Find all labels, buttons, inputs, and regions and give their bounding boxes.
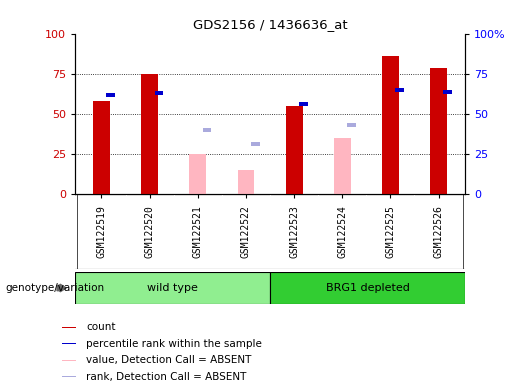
Text: GSM122524: GSM122524 [337, 205, 347, 258]
Bar [251, 142, 260, 146]
Bar [62, 360, 76, 361]
Title: GDS2156 / 1436636_at: GDS2156 / 1436636_at [193, 18, 347, 31]
Bar [190, 154, 206, 194]
Bar [107, 93, 115, 97]
Bar [154, 91, 163, 95]
Text: value, Detection Call = ABSENT: value, Detection Call = ABSENT [86, 355, 251, 365]
Text: rank, Detection Call = ABSENT: rank, Detection Call = ABSENT [86, 372, 246, 382]
Bar [141, 74, 158, 194]
Text: GSM122522: GSM122522 [241, 205, 251, 258]
Bar [75, 272, 270, 304]
Bar [396, 88, 404, 92]
Bar [430, 68, 447, 194]
Text: GSM122519: GSM122519 [96, 205, 107, 258]
Bar [203, 128, 211, 132]
Bar [347, 123, 356, 127]
Text: count: count [86, 322, 115, 333]
Text: wild type: wild type [147, 283, 198, 293]
Text: GSM122521: GSM122521 [193, 205, 203, 258]
Bar [93, 101, 110, 194]
Bar [62, 376, 76, 377]
Text: GSM122523: GSM122523 [289, 205, 299, 258]
Bar [286, 106, 302, 194]
Bar [334, 138, 351, 194]
Bar [62, 327, 76, 328]
Text: GSM122525: GSM122525 [385, 205, 396, 258]
Text: genotype/variation: genotype/variation [5, 283, 104, 293]
Bar [270, 272, 465, 304]
Bar [382, 56, 399, 194]
Bar [237, 170, 254, 194]
Text: BRG1 depleted: BRG1 depleted [325, 283, 409, 293]
Bar [299, 103, 307, 106]
Text: GSM122520: GSM122520 [145, 205, 154, 258]
Text: GSM122526: GSM122526 [434, 205, 443, 258]
Bar [62, 343, 76, 344]
Text: percentile rank within the sample: percentile rank within the sample [86, 339, 262, 349]
Bar [443, 89, 452, 94]
